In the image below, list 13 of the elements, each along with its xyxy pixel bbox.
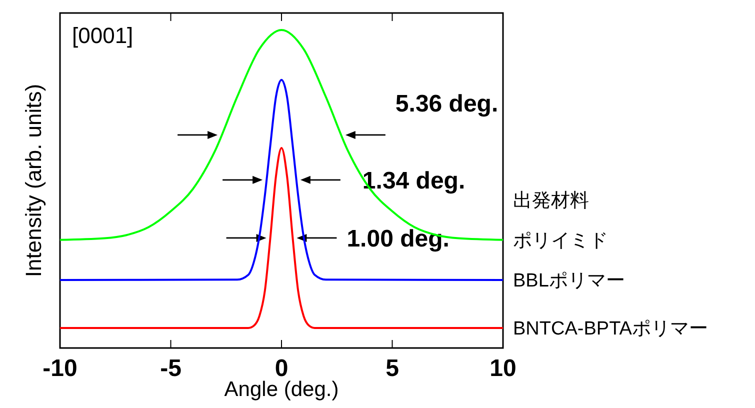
- y-axis-title: Intensity (arb. units): [21, 84, 46, 278]
- series-label: BNTCA-BPTAポリマー: [513, 318, 708, 340]
- x-tick-label: -5: [160, 355, 182, 382]
- legend-title: 出発材料: [513, 190, 589, 212]
- annotation: 1.34 deg.: [362, 167, 466, 194]
- x-tick-label: 5: [386, 355, 399, 382]
- annotation: 1.00 deg.: [346, 225, 450, 252]
- x-tick-label: 10: [490, 355, 516, 382]
- series-label: ポリイミド: [513, 230, 608, 252]
- series-label: BBLポリマー: [513, 270, 625, 292]
- annotation: [0001]: [72, 23, 134, 48]
- x-tick-label: -10: [42, 355, 78, 382]
- annotation: 5.36 deg.: [395, 90, 498, 118]
